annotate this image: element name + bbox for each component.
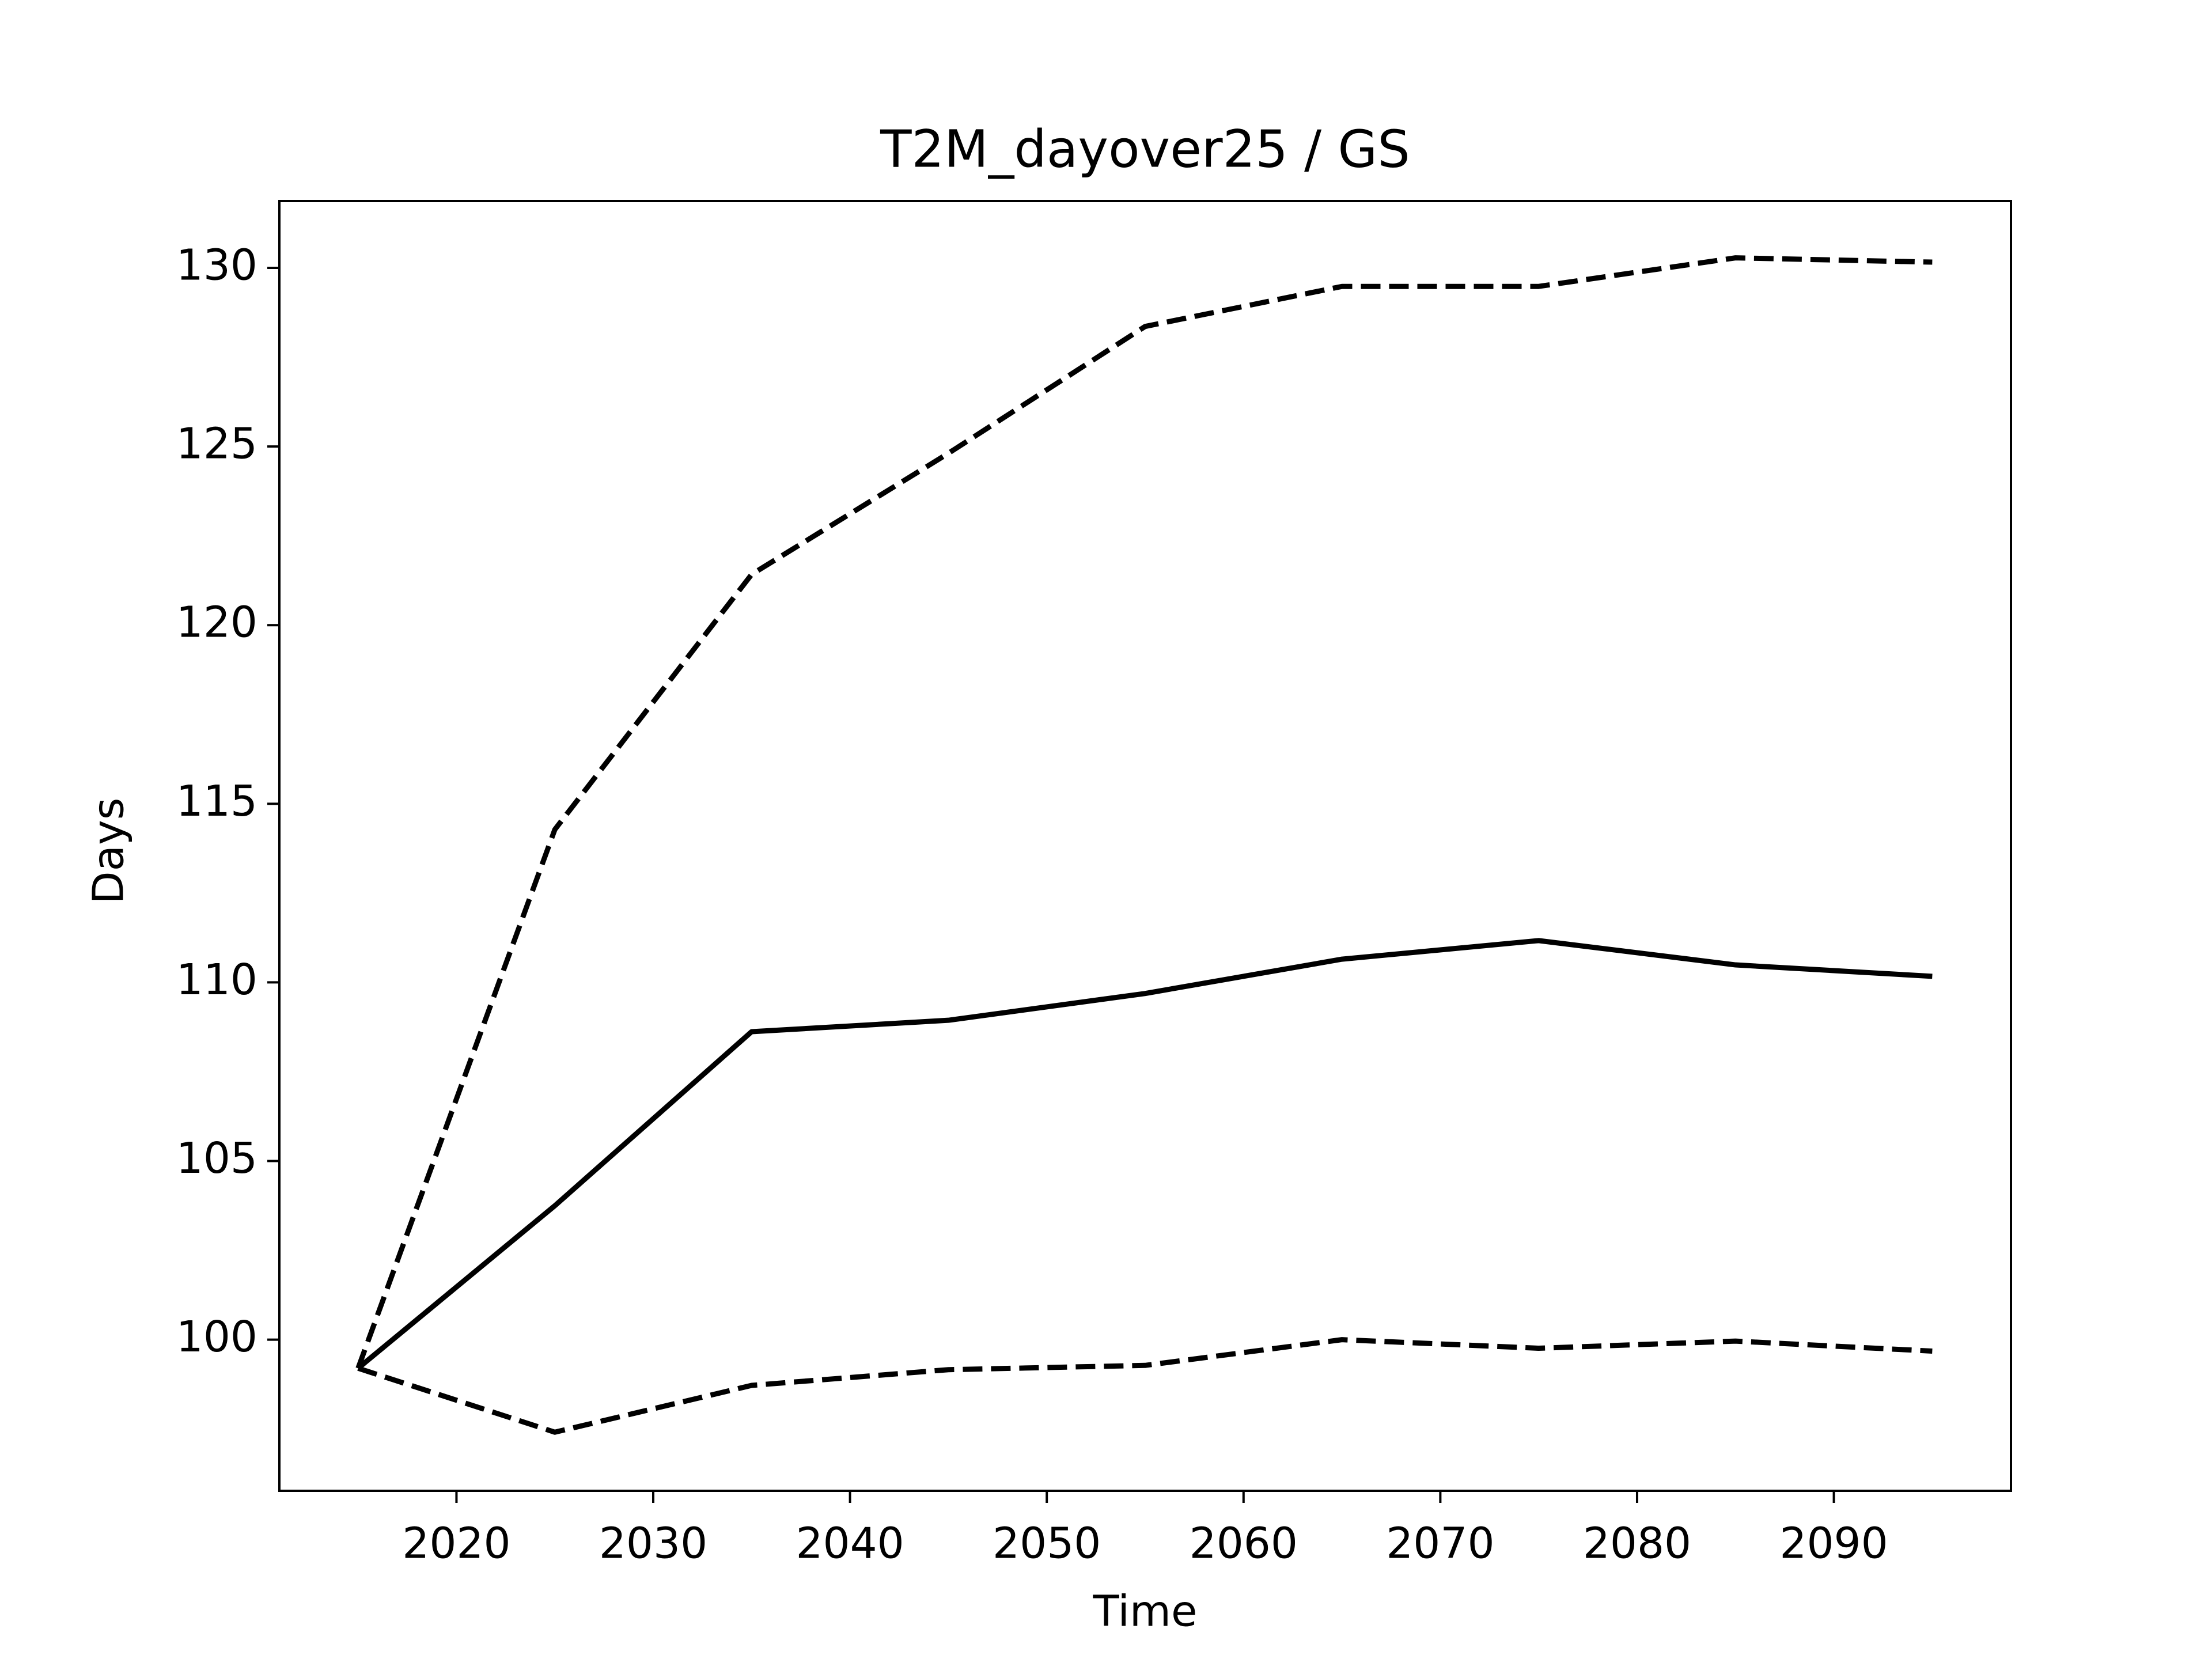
y-tick-label: 100	[176, 1312, 257, 1362]
y-tick-label: 105	[176, 1134, 257, 1183]
y-tick-label: 115	[176, 777, 257, 826]
x-tick-label: 2080	[1583, 1519, 1691, 1569]
y-tick-label: 130	[176, 240, 257, 290]
x-tick-label: 2020	[402, 1519, 510, 1569]
y-axis-label: Days	[84, 798, 134, 904]
series-line	[357, 1337, 1933, 1435]
chart-title: T2M_dayover25 / GS	[880, 119, 1410, 179]
y-tick-label: 125	[176, 419, 257, 469]
series-line	[356, 938, 1933, 1370]
series-line	[355, 255, 1933, 1369]
y-tick-label: 120	[176, 598, 257, 647]
x-tick-label: 2070	[1386, 1519, 1494, 1569]
x-tick-label: 2030	[599, 1519, 707, 1569]
x-axis-label: Time	[1092, 1587, 1197, 1637]
x-tick-label: 2050	[993, 1519, 1101, 1569]
y-tick-label: 110	[176, 955, 257, 1005]
x-tick-label: 2040	[796, 1519, 904, 1569]
plot-frame	[278, 200, 2012, 1492]
x-tick-label: 2060	[1190, 1519, 1298, 1569]
x-tick-label: 2090	[1779, 1519, 1888, 1569]
